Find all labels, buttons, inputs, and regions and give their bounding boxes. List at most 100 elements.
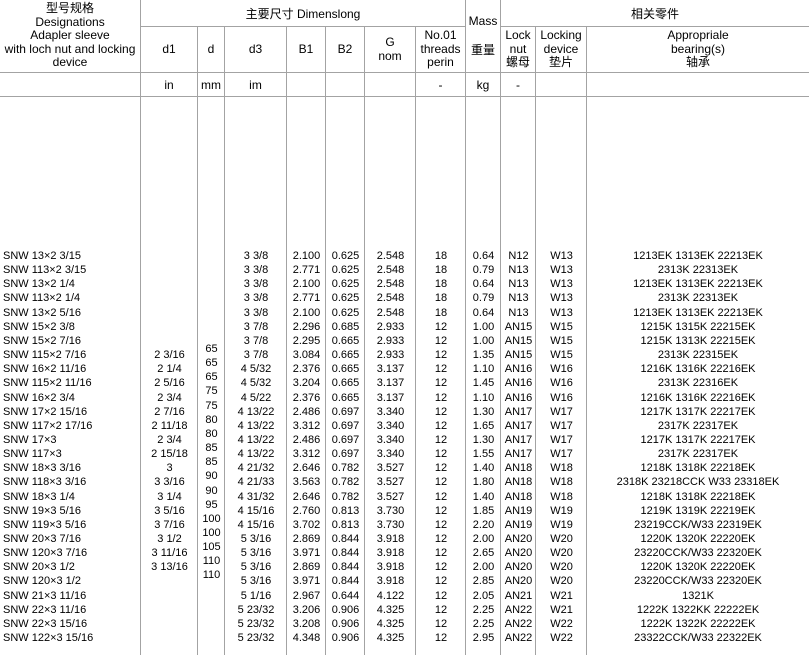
cell-lock: AN20 <box>504 561 533 574</box>
unit-B2 <box>326 73 365 97</box>
cell-brg: 2317K 22317EK <box>657 448 739 461</box>
cell-G: 4.122 <box>376 589 405 602</box>
cell-brg: 1218K 1318K 22218EK <box>640 462 756 475</box>
cell-d1: 2 1/4 <box>157 363 182 376</box>
gridline-d1 <box>141 97 198 655</box>
cell-d1: 3 1/4 <box>157 490 182 503</box>
cell-des: SNW 113×2 3/15 <box>3 264 87 277</box>
cell-B1: 2.869 <box>292 533 321 545</box>
cell-G: 2.933 <box>376 334 405 347</box>
cell-d3: 5 3/16 <box>240 575 272 588</box>
cell-ldev: W15 <box>550 320 573 333</box>
cell-B1: 2.100 <box>292 278 321 291</box>
cell-des: SNW 118×3 3/16 <box>3 476 87 489</box>
header-designations: 型号规格 Designations Adapler sleeve with lo… <box>0 0 141 73</box>
cell-G: 3.918 <box>376 533 405 545</box>
unit-d1: in <box>141 73 198 97</box>
cell-d <box>198 291 225 305</box>
cell-lock: AN18 <box>504 462 533 475</box>
cell-ldev: W16 <box>550 363 573 376</box>
cell-des: SNW 21×3 11/16 <box>3 589 87 602</box>
cell-lock: AN21 <box>504 589 533 602</box>
cell-brg: 1220K 1320K 22220EK <box>640 533 756 545</box>
cell-B2: 0.697 <box>331 448 360 461</box>
cell-brg: 2313K 22315EK <box>657 349 739 362</box>
table-row: SNW 15×2 7/16 3 7/8 2.295 0.665 2.933 12 1.00 A… <box>0 334 809 348</box>
cell-thr: 12 <box>434 433 448 446</box>
cell-d3: 4 21/32 <box>237 462 275 475</box>
cell-thr: 18 <box>434 292 448 305</box>
cell-thr: 12 <box>434 405 448 418</box>
cell-thr: 18 <box>434 250 448 262</box>
cell-mass: 2.25 <box>472 617 495 630</box>
cell-d3: 4 5/32 <box>240 363 272 376</box>
cell-ldev: W20 <box>550 533 573 545</box>
cell-G: 3.137 <box>376 377 405 390</box>
cell-B2: 0.697 <box>331 433 360 446</box>
cell-des: SNW 22×3 15/16 <box>3 617 88 630</box>
table-row: SNW 20×3 7/16 3 1/2 5 3/16 2.869 0.844 3.918 1… <box>0 532 809 546</box>
cell-brg: 1217K 1317K 22217EK <box>640 433 756 446</box>
cell-d3: 4 15/16 <box>237 504 275 517</box>
cell-B2: 0.625 <box>331 292 360 305</box>
cell-d-value: 65 <box>205 371 218 384</box>
cell-G: 2.548 <box>376 278 405 291</box>
cell-ldev: W22 <box>550 617 573 630</box>
cell-d-value: 85 <box>205 442 218 455</box>
cell-B1: 2.760 <box>292 504 321 517</box>
unit-thr: - <box>416 73 466 97</box>
header-main-dimensions-text: 主要尺寸 Dimenslong <box>245 6 361 21</box>
cell-d <box>198 306 225 320</box>
column-header-thr: No.01 threads perin <box>416 27 466 73</box>
cell-mass: 0.64 <box>472 250 495 262</box>
cell-ldev: W20 <box>550 547 573 560</box>
cell-brg: 2313K 22316EK <box>657 377 739 390</box>
cell-G: 3.340 <box>376 419 405 432</box>
cell-des: SNW 17×2 15/16 <box>3 405 88 418</box>
cell-d <box>198 603 225 617</box>
cell-lock: AN16 <box>504 391 533 404</box>
cell-d3: 5 3/16 <box>240 533 272 545</box>
cell-d3: 3 3/8 <box>243 264 269 277</box>
cell-d3: 3 3/8 <box>243 278 269 291</box>
cell-d-value: 80 <box>205 427 218 440</box>
cell-d3: 3 7/8 <box>243 349 269 362</box>
table-row: SNW 17×2 15/16 2 7/16 4 13/22 2.486 0.697 3.3… <box>0 405 809 419</box>
cell-thr: 18 <box>434 278 448 291</box>
cell-B1: 2.100 <box>292 306 321 319</box>
gridline-d3 <box>225 97 287 655</box>
cell-B2: 0.665 <box>331 334 360 347</box>
cell-d3: 5 23/32 <box>237 632 275 645</box>
cell-d <box>198 617 225 631</box>
cell-B1: 2.967 <box>292 589 321 602</box>
cell-mass: 1.35 <box>472 349 495 362</box>
table-row: SNW 17×3 2 3/4 4 13/22 2.486 0.697 3.340 12 1.3… <box>0 433 809 447</box>
cell-d-value: 75 <box>205 399 218 412</box>
cell-des: SNW 19×3 5/16 <box>3 504 81 517</box>
cell-B2: 0.625 <box>331 278 360 291</box>
cell-lock: AN19 <box>504 518 533 531</box>
table-row: SNW 115×2 7/16 2 3/16 3 7/8 3.084 0.665 2.933… <box>0 348 809 362</box>
cell-thr: 12 <box>434 490 448 503</box>
cell-lock: AN22 <box>504 603 533 616</box>
cell-G: 3.918 <box>376 547 405 560</box>
cell-G: 3.340 <box>376 448 405 461</box>
cell-B1: 3.204 <box>292 377 321 390</box>
cell-B1: 2.100 <box>292 250 321 262</box>
cell-d3: 3 3/8 <box>243 306 269 319</box>
unit-d: mm <box>198 73 225 97</box>
cell-lock: AN15 <box>504 334 533 347</box>
cell-d1: 3 <box>166 462 173 475</box>
cell-d1 <box>141 603 198 617</box>
cell-G: 2.933 <box>376 349 405 362</box>
gridline-B2 <box>326 97 365 655</box>
cell-d1: 2 7/16 <box>154 405 185 418</box>
cell-des: SNW 119×3 5/16 <box>3 518 87 531</box>
cell-G: 3.137 <box>376 363 405 376</box>
cell-G: 4.325 <box>376 603 405 616</box>
cell-d3: 5 3/16 <box>240 561 272 574</box>
cell-d1: 2 3/4 <box>157 391 182 404</box>
cell-d1 <box>141 320 198 334</box>
cell-ldev: W13 <box>550 278 573 291</box>
cell-des: SNW 20×3 1/2 <box>3 561 75 574</box>
